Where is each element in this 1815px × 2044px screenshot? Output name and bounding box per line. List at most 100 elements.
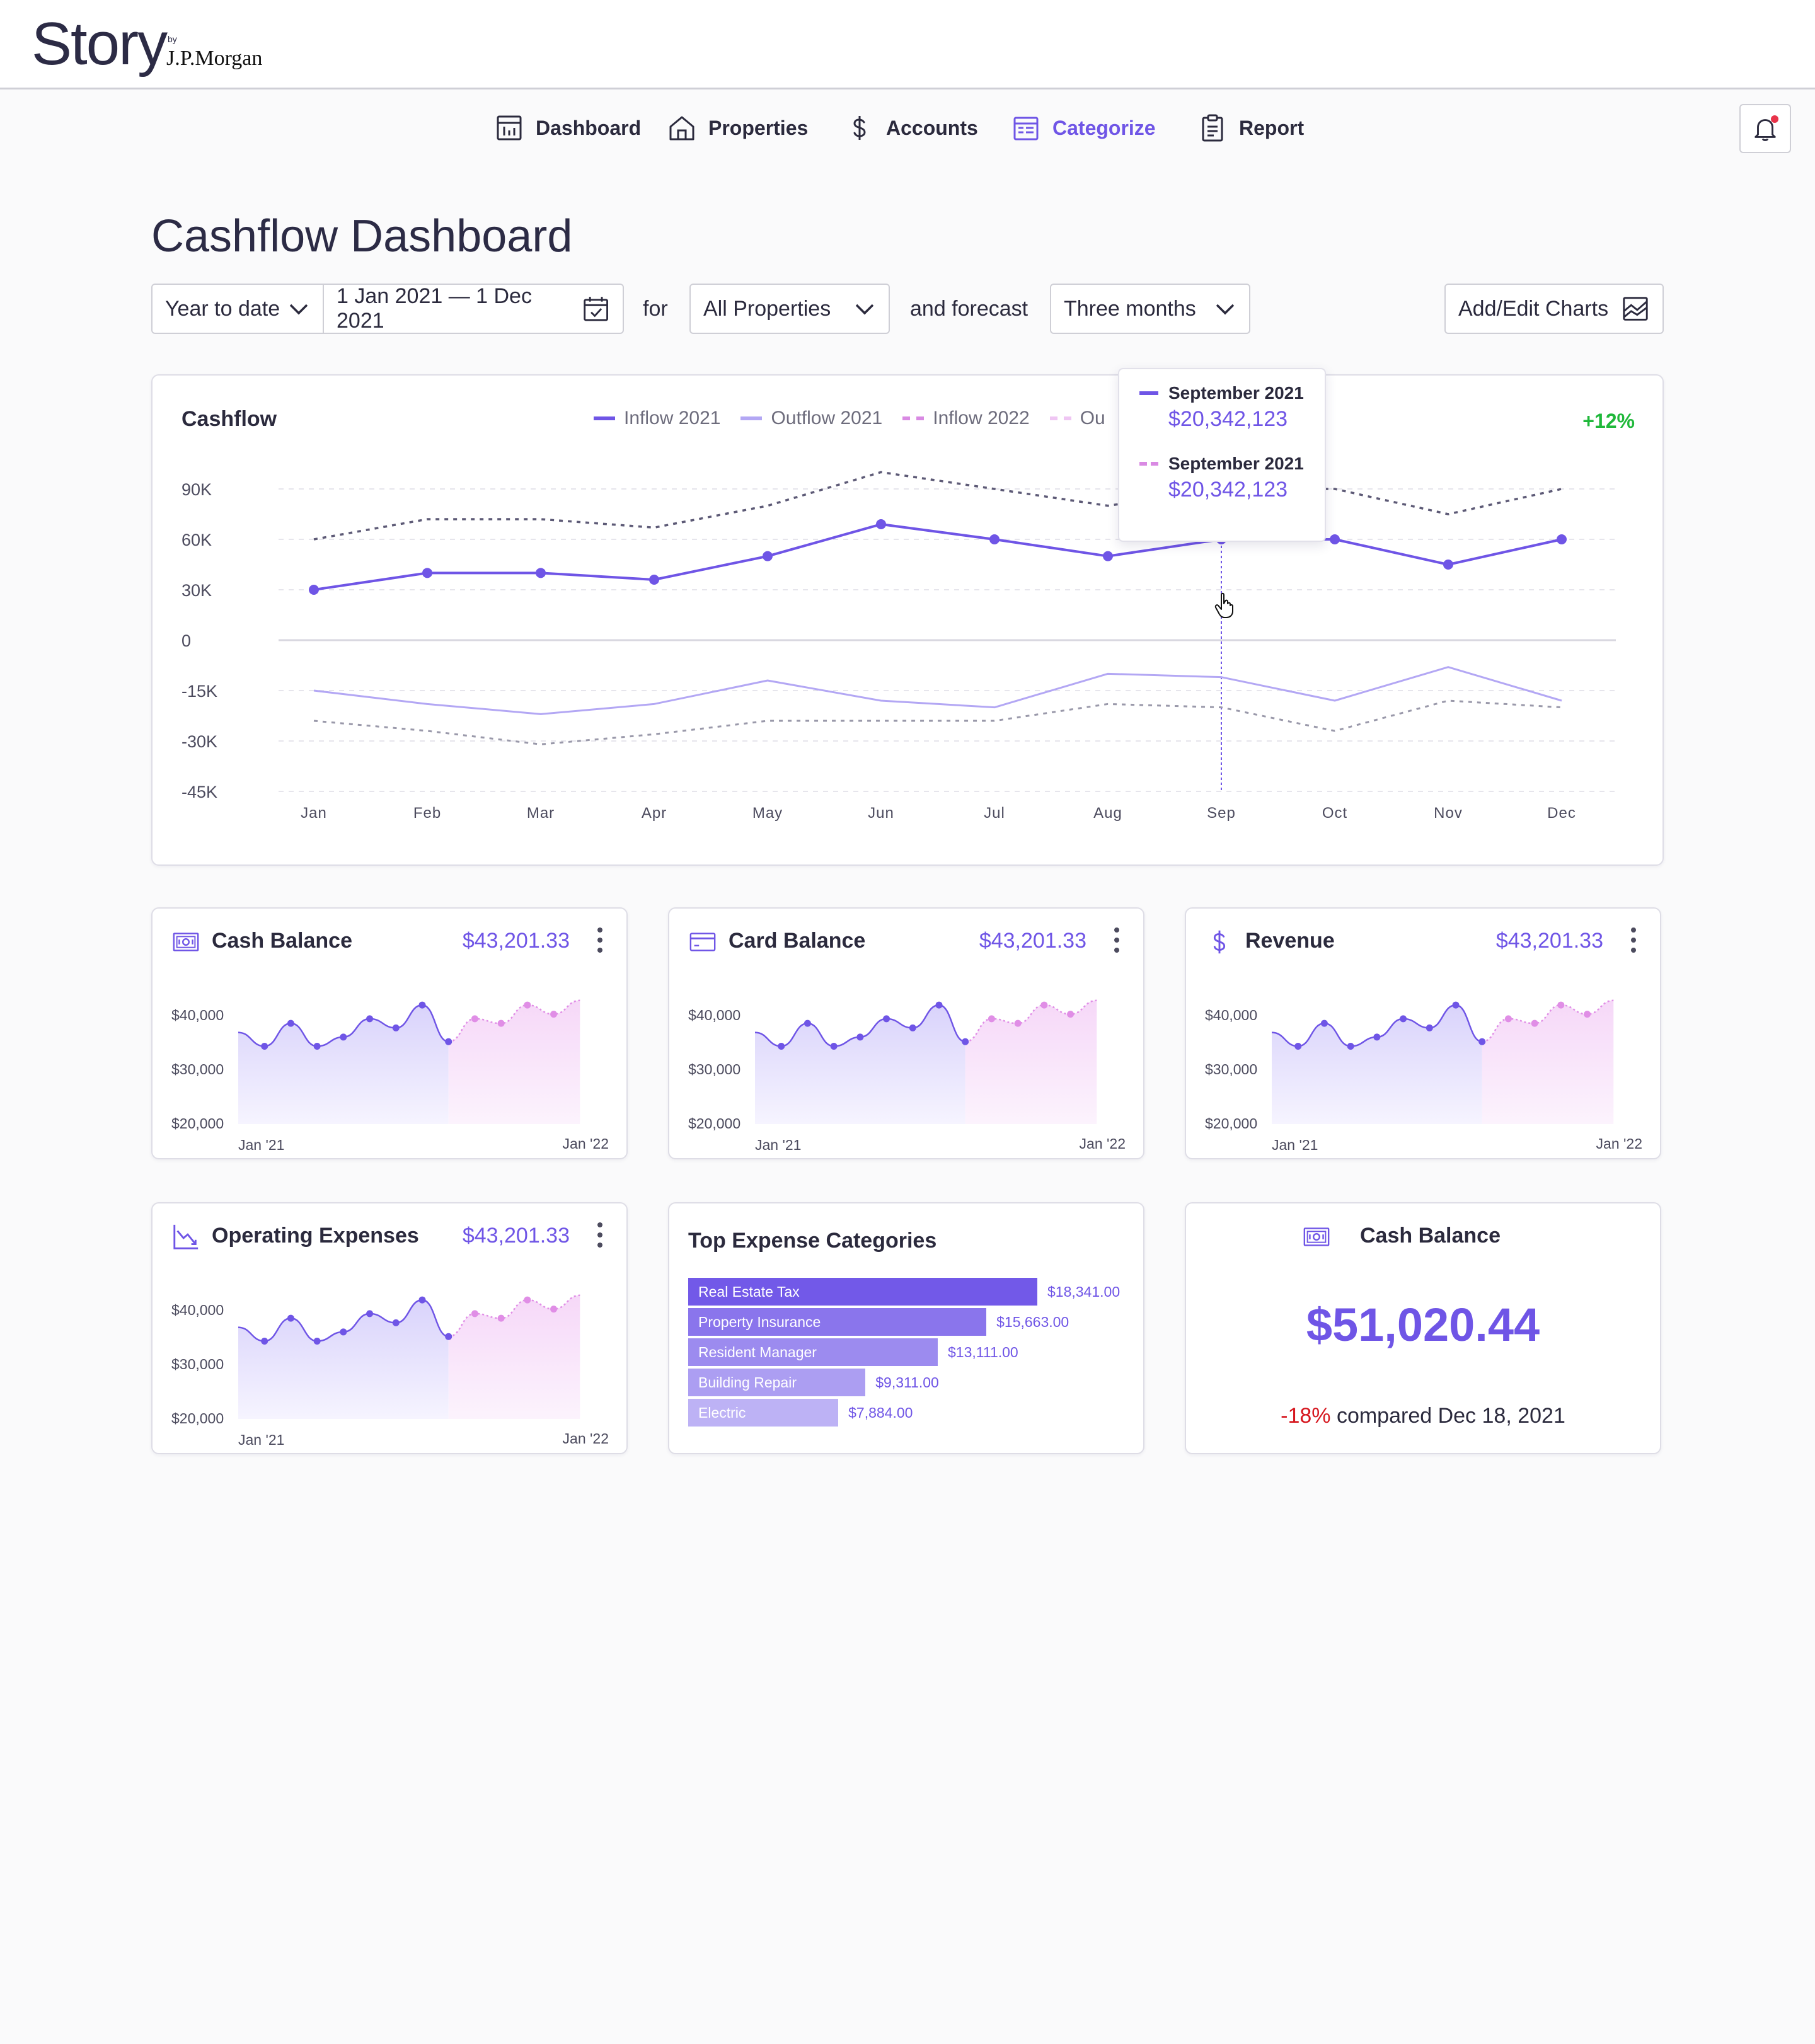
expense-bar: Resident Manager <box>688 1338 938 1366</box>
y-tick-label: $30,000 <box>171 1356 224 1372</box>
cash-balance-chart[interactable] <box>238 987 606 1124</box>
line-forecast <box>965 999 1097 1043</box>
y-tick-label: $30,000 <box>171 1061 224 1077</box>
legend-inflow-2022[interactable]: Inflow 2022 <box>902 406 1030 431</box>
chart-edit-icon <box>1623 297 1648 321</box>
cashflow-chart[interactable]: 90K 60K 30K 0 -15K -30K -45K Jan Feb Mar Apr May Jun… <box>153 376 1662 864</box>
x-tick-label: Jan '22 <box>562 1430 609 1447</box>
more-options-icon[interactable] <box>1630 927 1637 955</box>
add-edit-charts-button[interactable]: Add/Edit Charts <box>1444 284 1664 334</box>
data-point <box>445 1038 452 1045</box>
series-line-inflow-2021 <box>313 523 1562 591</box>
nav-properties[interactable]: Properties <box>667 107 808 149</box>
legend-swatch <box>1049 416 1071 420</box>
card-balance-chart[interactable] <box>755 987 1123 1124</box>
balance-amount: $51,020.44 <box>1306 1299 1540 1351</box>
expense-value-label: $18,341.00 <box>1047 1283 1121 1300</box>
operating-expenses-chart[interactable] <box>238 1282 606 1419</box>
card-title: Operating Expenses <box>212 1224 419 1248</box>
more-options-icon[interactable] <box>596 1222 604 1250</box>
cashflow-change: +12% <box>1582 410 1635 432</box>
x-tick-label: Aug <box>1093 805 1122 822</box>
nav-report[interactable]: Report <box>1197 107 1304 149</box>
nav-label-accounts: Accounts <box>886 116 978 139</box>
data-point <box>876 519 886 529</box>
y-tick-label: 90K <box>182 480 212 499</box>
period-select[interactable]: Year to date <box>151 284 324 334</box>
x-tick-label: Dec <box>1547 805 1576 822</box>
revenue-chart[interactable] <box>1272 987 1640 1124</box>
y-tick-label: $40,000 <box>171 1302 224 1318</box>
cash-balance-card: Cash Balance $43,201.33 $40,000 $30,000 … <box>151 907 628 1159</box>
data-point <box>524 1001 531 1009</box>
area-actual <box>238 1300 449 1419</box>
story-logo[interactable]: Story by J.P.Morgan <box>32 6 271 82</box>
balance-comparison: -18% compared Dec 18, 2021 <box>1186 1404 1660 1428</box>
legend-outflow-2022[interactable]: Ou <box>1049 406 1105 431</box>
more-options-icon[interactable] <box>596 927 604 955</box>
card-balance-card: Card Balance $43,201.33 $40,000 $30,000 … <box>668 907 1144 1159</box>
data-point <box>366 1310 374 1318</box>
notifications-button[interactable] <box>1739 104 1791 153</box>
y-tick-label: -45K <box>182 783 217 801</box>
legend-swatch <box>902 416 925 420</box>
data-point <box>550 1011 558 1018</box>
nav-label-properties: Properties <box>708 116 809 139</box>
card-value: $43,201.33 <box>979 929 1086 953</box>
tooltip-row: September 2021 $20,342,123 <box>1139 454 1304 502</box>
legend-inflow-2021[interactable]: Inflow 2021 <box>594 406 720 431</box>
forecast-select[interactable]: Three months <box>1050 284 1250 334</box>
area-actual <box>1272 1005 1482 1124</box>
data-point <box>909 1024 916 1031</box>
x-tick-label: May <box>752 805 783 822</box>
data-point <box>392 1319 400 1326</box>
nav-label-dashboard: Dashboard <box>536 116 642 139</box>
data-point <box>988 1015 995 1023</box>
x-tick-label: Jan '22 <box>1596 1135 1642 1152</box>
nav-categorize[interactable]: Categorize <box>1011 107 1156 149</box>
x-tick-label: Jun <box>868 805 894 822</box>
date-range-field[interactable]: 1 Jan 2021 — 1 Dec 2021 <box>323 284 624 334</box>
x-tick-label: Mar <box>527 805 555 822</box>
series-line-outflow-2021 <box>313 666 1562 715</box>
tooltip-marker <box>1139 462 1158 466</box>
area-forecast <box>448 1000 580 1124</box>
page-title: Cashflow Dashboard <box>151 211 573 261</box>
y-tick-label: $30,000 <box>688 1061 741 1077</box>
data-point <box>287 1314 294 1322</box>
x-tick-label: Jan '22 <box>562 1135 609 1152</box>
data-point <box>1504 1015 1512 1023</box>
property-value: All Properties <box>703 296 831 321</box>
data-point <box>536 568 546 578</box>
data-point <box>313 1042 321 1050</box>
card-title: Cash Balance <box>212 929 352 953</box>
nav-label-categorize: Categorize <box>1052 116 1156 139</box>
data-point <box>649 575 659 585</box>
card-title: Cash Balance <box>1360 1224 1501 1248</box>
nav-accounts[interactable]: Accounts <box>844 107 978 149</box>
data-point <box>1531 1019 1538 1027</box>
data-point <box>962 1038 969 1045</box>
property-select[interactable]: All Properties <box>689 284 890 334</box>
area-forecast <box>448 1295 580 1419</box>
data-point <box>935 1001 943 1009</box>
card-icon <box>689 933 716 951</box>
data-point <box>1040 1001 1048 1009</box>
y-tick-label: $40,000 <box>1205 1007 1258 1023</box>
tooltip-date: September 2021 <box>1168 383 1304 403</box>
period-value: Year to date <box>165 296 280 321</box>
expense-bar: Real Estate Tax <box>688 1278 1037 1306</box>
data-point <box>778 1042 785 1050</box>
expense-value-label: $15,663.00 <box>996 1314 1069 1330</box>
data-point <box>340 1033 347 1041</box>
y-tick-label: $20,000 <box>171 1115 224 1132</box>
legend-outflow-2021[interactable]: Outflow 2021 <box>740 406 882 431</box>
data-point <box>804 1019 811 1027</box>
nav-dashboard[interactable]: Dashboard <box>494 107 641 149</box>
more-options-icon[interactable] <box>1113 927 1121 955</box>
data-point <box>422 568 432 578</box>
data-point <box>550 1306 558 1313</box>
legend-label: Inflow 2022 <box>933 408 1030 428</box>
data-point <box>1443 560 1453 570</box>
data-point <box>524 1296 531 1304</box>
